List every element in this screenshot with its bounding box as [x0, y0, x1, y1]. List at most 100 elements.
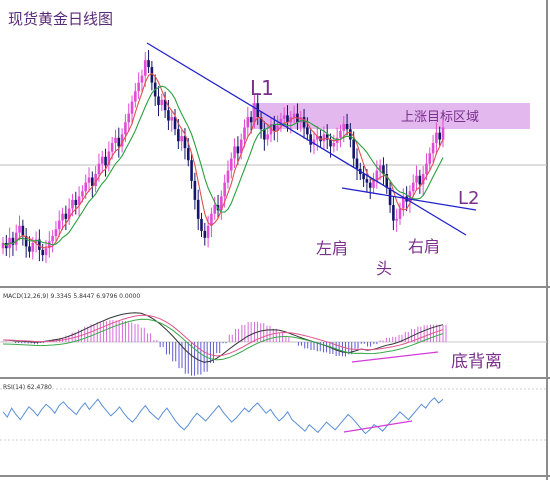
candle-body	[163, 99, 167, 111]
candle-body	[196, 199, 200, 219]
label-l1: L1	[250, 76, 274, 100]
candle-body	[279, 118, 283, 126]
candle-body	[375, 170, 379, 181]
candle-body	[378, 165, 382, 171]
trendline-l1	[146, 42, 467, 236]
candle-body	[332, 142, 336, 147]
candle-body	[282, 115, 286, 119]
macd-info-label: MACD(12,26,9) 9.3345 5.8447 6.9796 0.000…	[3, 293, 140, 300]
candle-body	[31, 243, 35, 252]
candle-body	[140, 75, 144, 83]
candle-body	[382, 165, 385, 175]
candle-body	[292, 113, 296, 118]
candle-body	[402, 196, 405, 209]
candle-body	[239, 139, 243, 154]
candle-body	[117, 137, 121, 147]
candle-body	[322, 134, 326, 142]
candle-body	[365, 179, 369, 183]
candle-body	[41, 249, 44, 256]
candle-body	[395, 218, 398, 221]
candle-body	[200, 218, 203, 231]
candle-body	[385, 174, 389, 188]
candle-body	[203, 230, 207, 238]
candle-body	[64, 213, 68, 219]
candle-body	[246, 117, 250, 128]
candle-body	[180, 136, 183, 142]
rsi-divergence-line	[343, 420, 413, 433]
candle-body	[272, 124, 276, 131]
candle-body	[51, 236, 54, 242]
candle-body	[259, 117, 263, 130]
chart-title: 现货黄金日线图	[8, 10, 113, 28]
candle-body	[286, 115, 289, 123]
candle-body	[1, 243, 5, 249]
candle-body	[21, 225, 25, 237]
trendline-l2	[341, 187, 477, 211]
candle-body	[352, 139, 355, 159]
candle-body	[28, 246, 31, 252]
candle-body	[392, 205, 395, 221]
candle-body	[243, 127, 246, 140]
candle-body	[94, 174, 97, 187]
candle-body	[104, 156, 107, 166]
candle-body	[61, 213, 64, 221]
candle-body	[418, 175, 422, 185]
label-l2: L2	[458, 188, 479, 209]
candle-body	[438, 132, 441, 140]
candle-body	[183, 136, 187, 149]
moving-average-10	[2, 85, 444, 247]
candle-body	[220, 196, 223, 211]
candle-body	[411, 182, 415, 192]
candle-body	[107, 151, 111, 166]
candle-body	[233, 146, 236, 159]
candle-body	[14, 232, 18, 245]
candle-body	[186, 148, 190, 161]
candle-body	[71, 199, 74, 209]
candle-body	[177, 129, 180, 142]
candle-body	[276, 125, 279, 131]
candle-body	[372, 180, 375, 188]
candle-body	[226, 170, 230, 183]
candle-body	[170, 117, 174, 121]
candle-body	[143, 60, 147, 76]
candle-body	[266, 134, 269, 140]
candle-body	[67, 208, 71, 219]
label-head: 头	[376, 259, 392, 278]
candle-body	[134, 91, 137, 102]
candle-body	[302, 117, 306, 128]
candle-body	[421, 174, 425, 185]
candle-body	[425, 163, 428, 175]
candle-body	[349, 129, 352, 140]
candle-body	[54, 229, 58, 237]
candle-body	[428, 153, 432, 164]
candle-body	[362, 174, 365, 180]
candle-body	[435, 132, 438, 143]
candle-body	[24, 236, 28, 247]
candle-body	[213, 205, 217, 214]
candle-body	[91, 177, 94, 187]
candle-body	[306, 127, 309, 135]
candle-body	[229, 158, 233, 171]
candle-body	[190, 160, 193, 181]
candle-body	[48, 241, 51, 249]
candle-body	[87, 177, 91, 183]
candle-body	[127, 113, 131, 123]
candle-body	[431, 142, 435, 154]
rsi-line	[2, 397, 444, 435]
candle-body	[130, 101, 134, 114]
candle-body	[137, 82, 140, 92]
candle-body	[253, 103, 256, 123]
candle-body	[150, 67, 154, 83]
candle-body	[74, 199, 78, 206]
candle-body	[160, 99, 164, 106]
candle-body	[309, 134, 312, 145]
candle-body	[263, 129, 266, 140]
candle-body	[110, 142, 114, 152]
candle-body	[193, 180, 197, 200]
label-bottom-divergence: 底背离	[451, 352, 502, 372]
rsi-polyline	[2, 397, 444, 435]
label-right-shoulder: 右肩	[408, 237, 440, 256]
candle-body	[339, 130, 342, 138]
